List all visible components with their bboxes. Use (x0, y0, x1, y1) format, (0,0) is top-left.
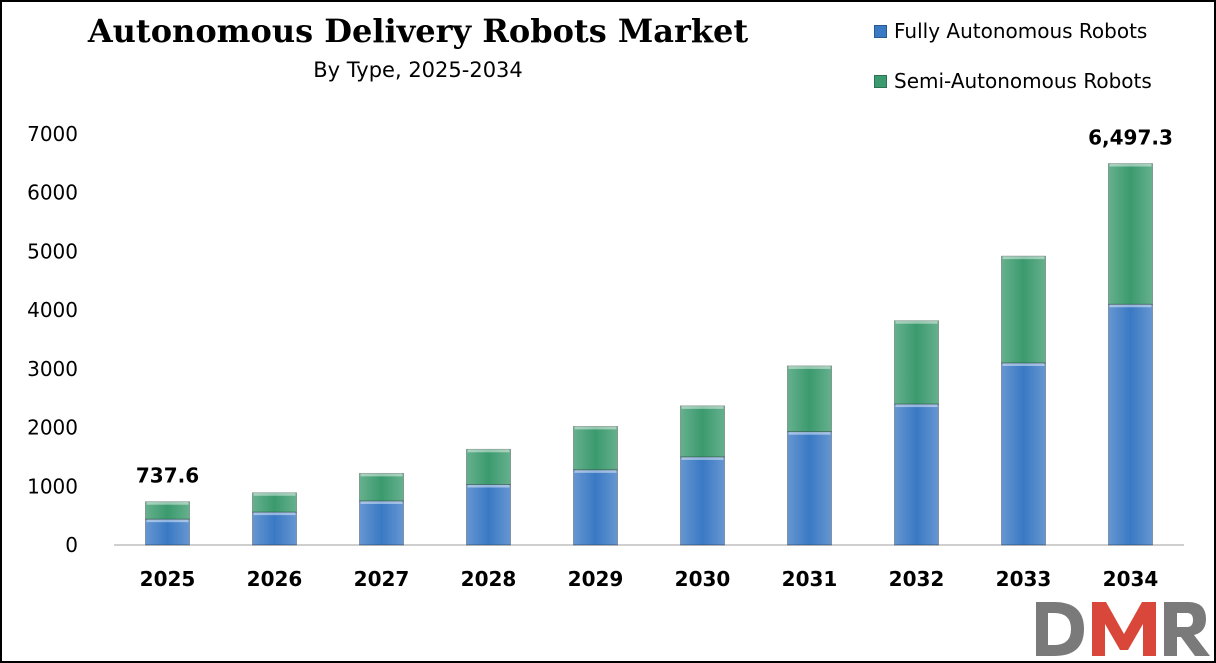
bar-segment-highlight (467, 449, 510, 453)
y-tick-label: 4000 (27, 298, 78, 322)
bar-segment-highlight (1002, 256, 1045, 260)
bar-segment-highlight (146, 501, 189, 505)
x-tick-label: 2029 (568, 567, 624, 591)
x-tick-label: 2033 (996, 567, 1052, 591)
dmr-logo (1036, 602, 1210, 656)
legend-label-fully-autonomous: Fully Autonomous Robots (894, 19, 1148, 43)
chart-title: Autonomous Delivery Robots Market (87, 12, 749, 50)
x-tick-label: 2026 (247, 567, 303, 591)
y-tick-label: 2000 (27, 416, 78, 440)
y-tick-label: 5000 (27, 239, 78, 263)
legend-item-semi-autonomous: Semi-Autonomous Robots (874, 67, 1152, 95)
bar-segment-semi-autonomous (252, 492, 297, 513)
y-tick-label: 6000 (27, 181, 78, 205)
bar-segment-highlight (1109, 163, 1152, 167)
x-tick-label: 2032 (889, 567, 945, 591)
bar-segment-highlight (253, 492, 296, 496)
bar-segment-highlight (788, 365, 831, 369)
bar-segment-highlight (681, 456, 724, 460)
logo-letter-m (1092, 602, 1156, 656)
bar-segment-semi-autonomous (573, 425, 618, 471)
bar-segment-highlight (788, 431, 831, 435)
bar-segment-fully-autonomous (252, 511, 297, 546)
bar-segment-semi-autonomous (787, 365, 832, 433)
logo-letter-d (1036, 602, 1084, 656)
legend-item-fully-autonomous: Fully Autonomous Robots (874, 17, 1152, 45)
bar-segment-fully-autonomous (1001, 362, 1046, 546)
bar-segment-highlight (1002, 362, 1045, 366)
bar-segment-highlight (895, 320, 938, 324)
x-tick-label: 2034 (1103, 567, 1159, 591)
bar-segment-semi-autonomous (894, 320, 939, 405)
x-tick-label: 2031 (782, 567, 838, 591)
bar-segment-semi-autonomous (466, 448, 511, 485)
bar-segment-semi-autonomous (359, 472, 404, 502)
bar-segment-semi-autonomous (1001, 255, 1046, 364)
bar-segment-fully-autonomous (1108, 303, 1153, 546)
x-tick-label: 2028 (461, 567, 517, 591)
bar-segment-highlight (574, 426, 617, 430)
legend-swatch-semi-autonomous (874, 74, 887, 88)
bar-segment-highlight (467, 484, 510, 488)
y-tick-label: 1000 (27, 474, 78, 498)
bar-segment-highlight (895, 404, 938, 408)
bar-segment-fully-autonomous (894, 403, 939, 546)
y-tick-label: 7000 (27, 122, 78, 146)
bar-segment-fully-autonomous (573, 469, 618, 546)
bar-segment-fully-autonomous (466, 484, 511, 546)
x-tick-label: 2030 (675, 567, 731, 591)
y-tick-label: 0 (65, 533, 78, 557)
legend-label-semi-autonomous: Semi-Autonomous Robots (894, 69, 1152, 93)
bar-segment-fully-autonomous (145, 518, 190, 546)
bar-segment-semi-autonomous (145, 501, 190, 520)
bar-segment-semi-autonomous (1108, 163, 1153, 305)
bar-segment-highlight (574, 469, 617, 473)
bar-segment-semi-autonomous (680, 405, 725, 458)
bar-segment-highlight (681, 405, 724, 409)
data-label: 737.6 (136, 464, 199, 488)
bar-segment-highlight (146, 519, 189, 523)
logo-letter-r (1164, 602, 1210, 656)
bar-segment-fully-autonomous (680, 456, 725, 546)
x-tick-label: 2025 (140, 567, 196, 591)
legend: Fully Autonomous Robots Semi-Autonomous … (874, 17, 1152, 117)
chart-subtitle: By Type, 2025-2034 (313, 58, 523, 82)
data-label: 6,497.3 (1088, 126, 1173, 150)
bar-segment-highlight (1109, 304, 1152, 308)
bar-segment-fully-autonomous (359, 500, 404, 546)
bar-segment-highlight (360, 500, 403, 504)
bar-segment-fully-autonomous (787, 431, 832, 546)
legend-swatch-fully-autonomous (874, 24, 887, 38)
y-tick-label: 3000 (27, 357, 78, 381)
x-tick-label: 2027 (354, 567, 410, 591)
bar-segment-highlight (253, 512, 296, 516)
bar-segment-highlight (360, 473, 403, 477)
